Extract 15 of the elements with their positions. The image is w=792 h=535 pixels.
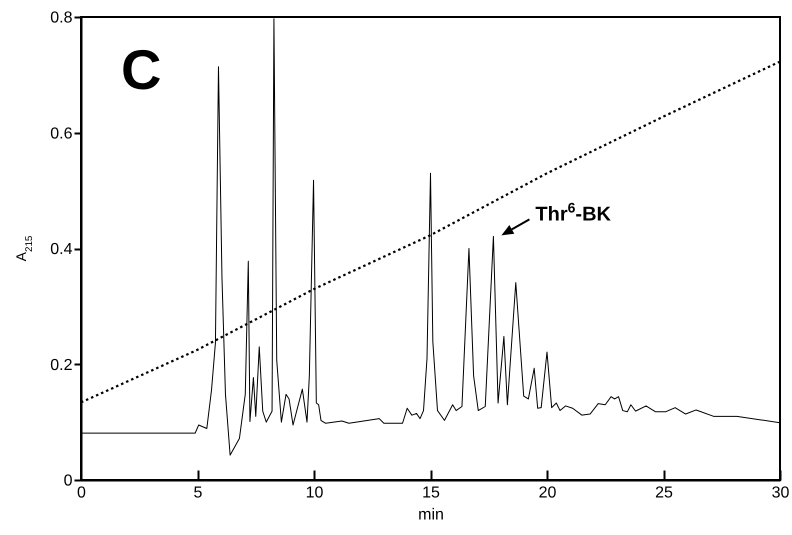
x-tick-label: 5 xyxy=(194,484,203,502)
y-tick-label: 0.4 xyxy=(50,241,73,258)
x-tick-label: 30 xyxy=(772,484,790,502)
annotation: Thr$^{6}$-BK xyxy=(535,199,612,226)
x-axis-title: min xyxy=(418,506,444,524)
x-tick-label: 20 xyxy=(538,484,556,502)
x-tick-label: 25 xyxy=(655,484,673,502)
x-tick-label: 0 xyxy=(77,484,86,502)
y-tick-label: 0.2 xyxy=(50,356,73,374)
x-tick-label: 15 xyxy=(422,484,440,502)
annotation: C xyxy=(121,38,162,101)
y-tick-label: 0 xyxy=(64,472,73,490)
y-tick-label: 0.8 xyxy=(50,10,73,26)
y-tick-label: 0.6 xyxy=(50,125,73,142)
x-tick-label: 10 xyxy=(306,484,324,502)
